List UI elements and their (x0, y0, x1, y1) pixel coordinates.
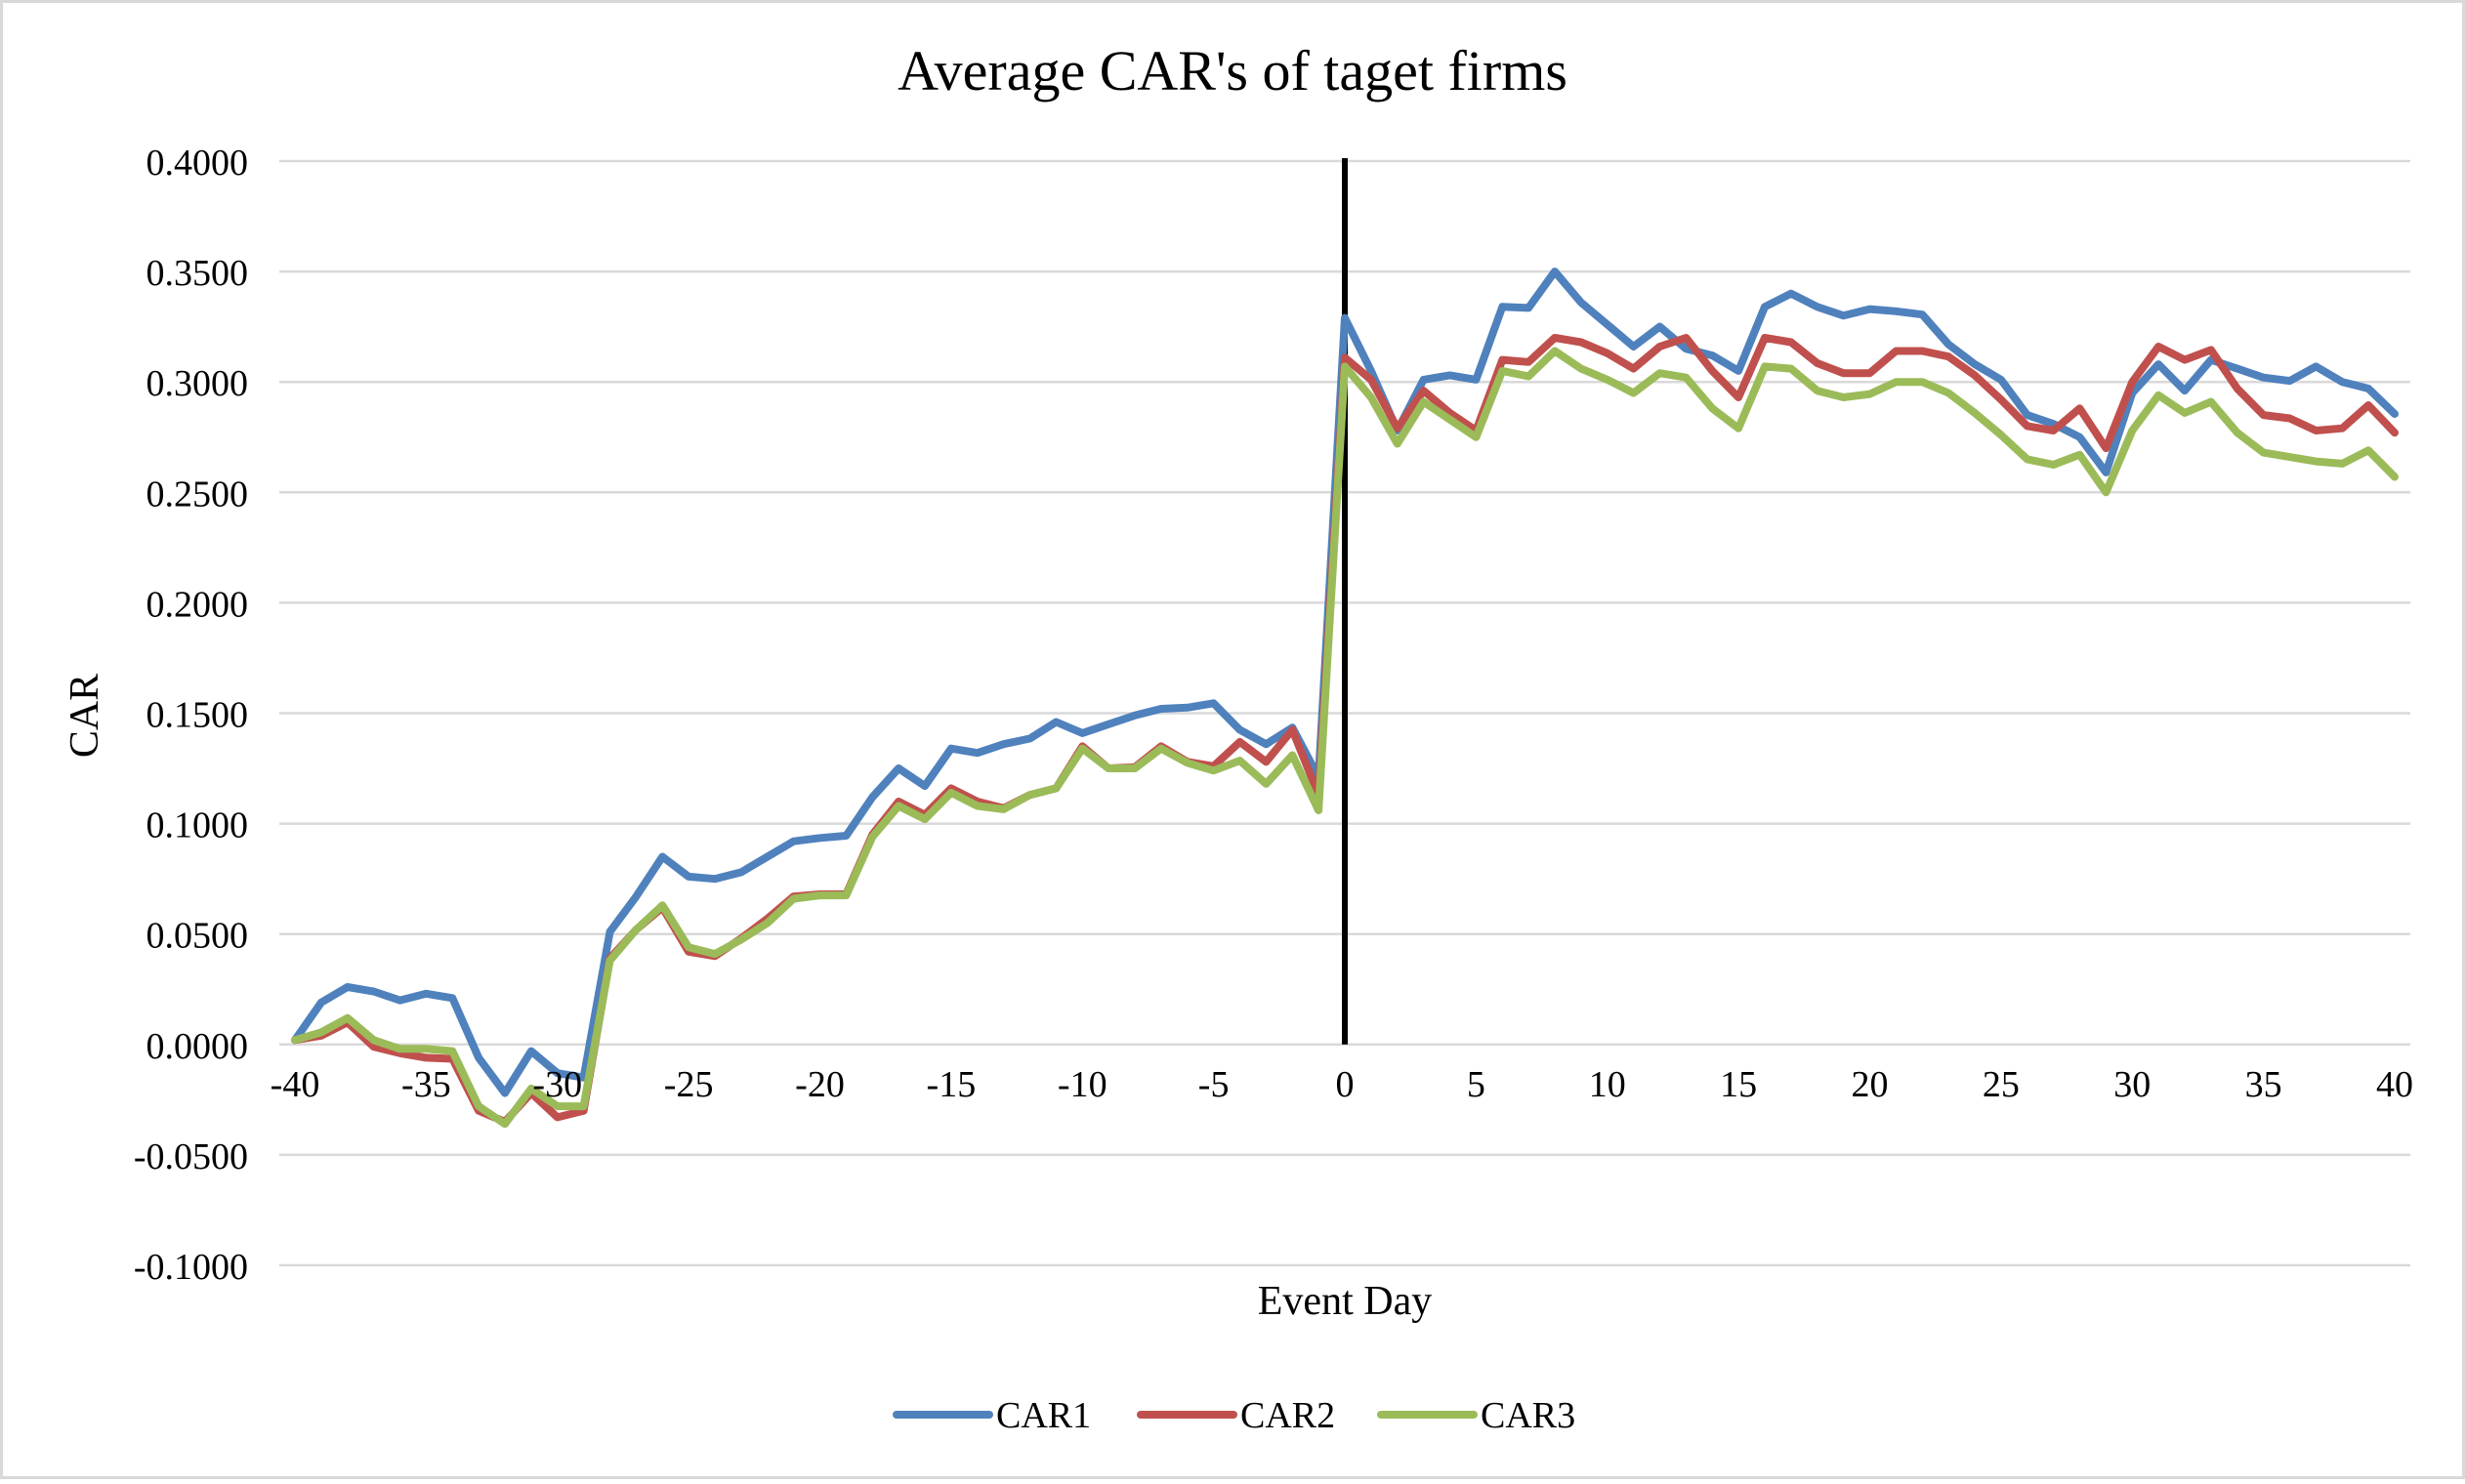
x-tick-label: 5 (1467, 1064, 1485, 1105)
x-tick-label: 30 (2113, 1064, 2151, 1105)
legend: CAR1 CAR2 CAR3 (893, 1395, 1575, 1436)
y-tick-label: 0.1000 (146, 805, 249, 846)
y-axis-label: CAR (63, 674, 107, 758)
x-tick-label: -25 (664, 1064, 714, 1105)
y-tick-label: 0.0500 (146, 916, 249, 957)
y-tick-label: 0.2000 (146, 584, 249, 625)
x-tick-label: -30 (532, 1064, 582, 1105)
x-tick-label: -15 (927, 1064, 977, 1105)
series-lines (291, 268, 2399, 1129)
y-tick-label: 0.2500 (146, 474, 249, 515)
legend-label-car3: CAR3 (1481, 1395, 1575, 1436)
x-tick-labels: -40 -35 -30 -25 -20 -15 -10 -5 0 5 10 15 20 25 30 35 40 (271, 1064, 2413, 1105)
legend-label-car2: CAR2 (1240, 1395, 1335, 1436)
x-tick-label: 35 (2245, 1064, 2282, 1105)
x-tick-label: 20 (1852, 1064, 1889, 1105)
x-tick-label: 40 (2376, 1064, 2413, 1105)
y-tick-label: 0.0000 (146, 1026, 249, 1067)
x-tick-label: -20 (795, 1064, 845, 1105)
x-tick-label: -5 (1198, 1064, 1230, 1105)
y-tick-label: 0.3000 (146, 363, 249, 404)
y-tick-label: 0.3500 (146, 253, 249, 294)
x-axis-label: Event Day (1258, 1279, 1432, 1324)
y-tick-label: 0.4000 (146, 143, 249, 184)
legend-label-car1: CAR1 (996, 1395, 1091, 1436)
series-line-car1 (291, 268, 2399, 1097)
x-tick-label: 25 (1983, 1064, 2020, 1105)
y-tick-label: 0.1500 (146, 695, 249, 736)
x-tick-label: -40 (271, 1064, 320, 1105)
x-tick-label: -10 (1058, 1064, 1107, 1105)
series-line-car3 (291, 347, 2399, 1129)
x-tick-label: 0 (1336, 1064, 1355, 1105)
x-tick-label: 15 (1720, 1064, 1757, 1105)
y-tick-label: -0.0500 (134, 1136, 248, 1177)
y-tick-label: -0.1000 (134, 1247, 248, 1288)
chart-title: Average CAR's of taget firms (898, 39, 1567, 103)
x-tick-label: -35 (401, 1064, 451, 1105)
y-tick-labels: 0.4000 0.3500 0.3000 0.2500 0.2000 0.1500 0.10… (134, 143, 248, 1288)
x-tick-label: 10 (1589, 1064, 1626, 1105)
